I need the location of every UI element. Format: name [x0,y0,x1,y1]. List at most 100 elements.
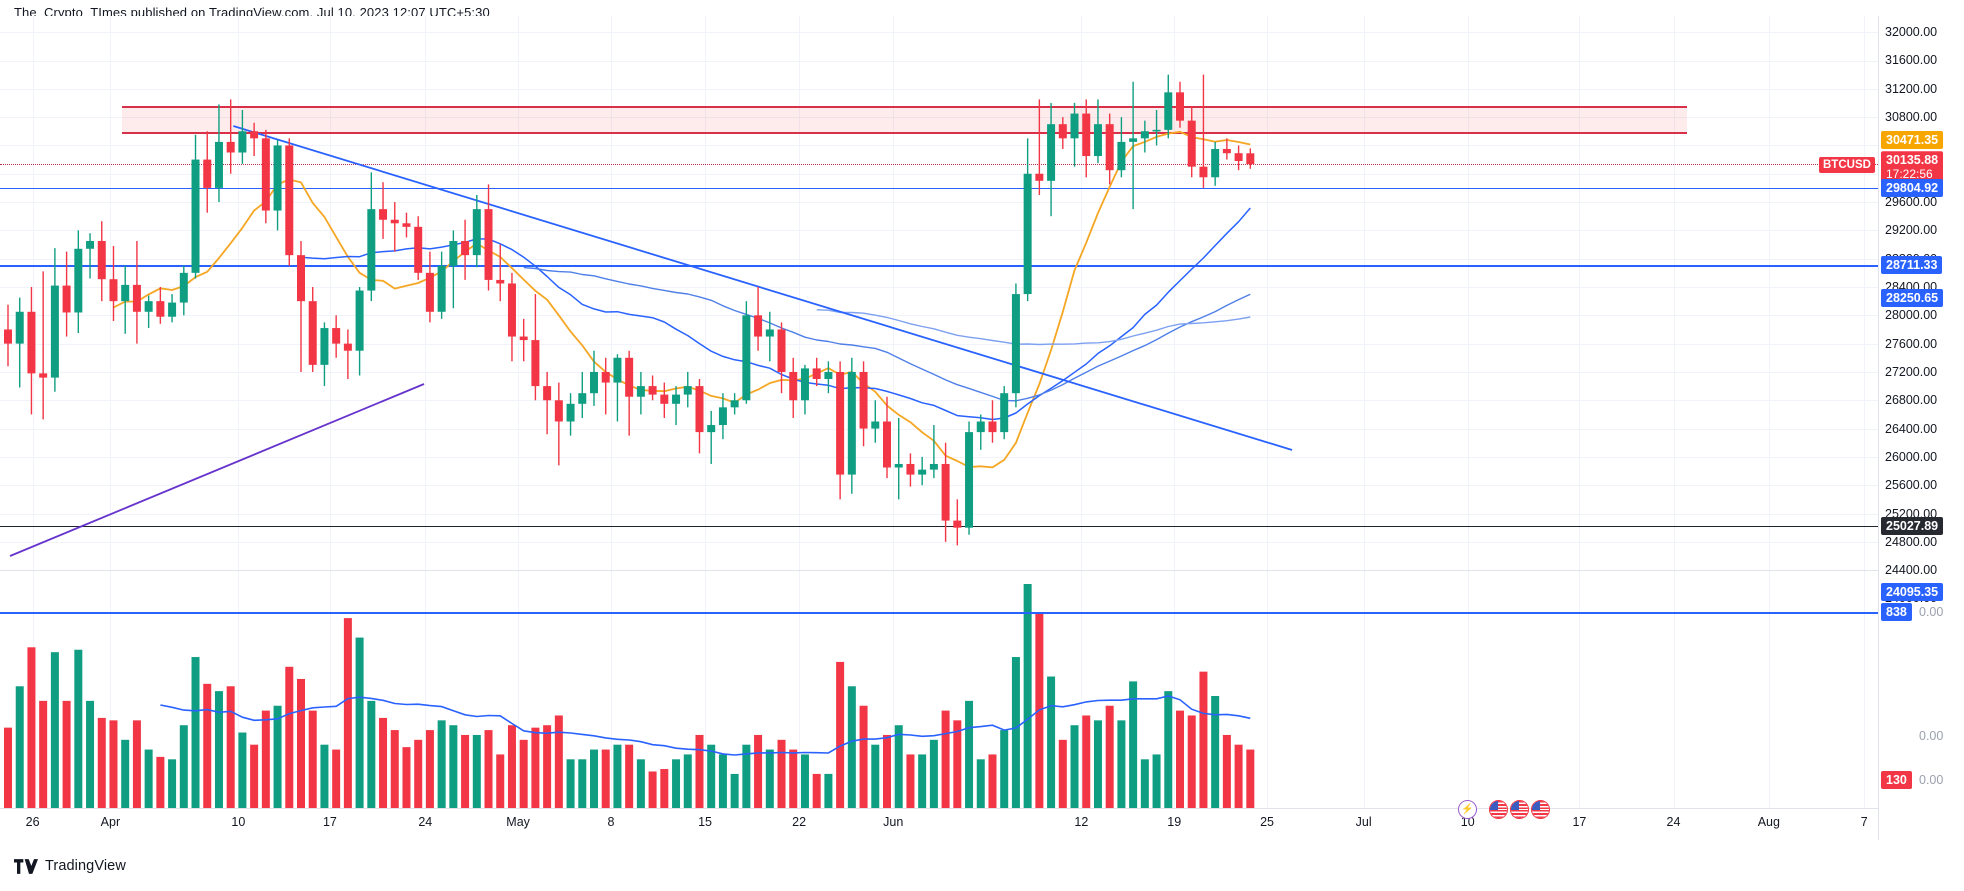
grid-line-vertical [1579,16,1581,808]
volume-bar [238,732,247,808]
volume-bar [402,747,411,808]
grid-line [0,202,1878,204]
support-line-29804[interactable] [0,187,1878,190]
us-economic-event-icon[interactable] [1510,800,1529,819]
candle-body [1199,166,1208,178]
candle-body [461,240,470,256]
candle-body [765,329,774,337]
volume-bar [168,759,177,808]
last-price-tag[interactable]: 30135.88 17:22:56 [1881,151,1944,184]
candle-body [250,131,259,139]
volume-bar [437,720,446,808]
volume-bar [988,754,997,808]
volume-bar [132,720,141,808]
grid-line [0,32,1878,34]
price-axis-tick: 26400.00 [1885,421,1938,436]
volume-bar [449,725,458,808]
candle-body [894,463,903,468]
volume-bar [226,686,235,808]
ma-fast-tag[interactable]: 30471.35 [1881,131,1944,150]
grid-line-vertical [1363,16,1365,808]
volume-bar [179,725,188,808]
time-axis-tick: Jun [883,815,904,829]
volume-bar [1082,715,1091,808]
grid-line [0,541,1878,543]
support-line-25027[interactable] [0,525,1878,528]
volume-bar [601,749,610,808]
volume-reference-line[interactable] [0,612,1878,614]
candle-body [871,421,880,429]
grid-line-vertical [610,16,612,808]
lightning-event-icon[interactable]: ⚡ [1458,800,1477,819]
time-axis-tick: 24 [1666,815,1681,829]
symbol-axis-badge[interactable]: BTCUSD [1819,157,1875,174]
volume-bar [754,734,763,808]
volume-bar [777,739,786,808]
candle-body [929,463,938,470]
volume-ma-line [160,695,1251,756]
support-line-28711[interactable] [0,264,1878,267]
volume-bar [1152,754,1161,808]
chart-event-markers[interactable]: ⚡ [1458,800,1550,819]
descending-trendline[interactable] [233,125,1293,451]
grid-line [0,60,1878,62]
candle-body [718,407,727,426]
candle-body [15,311,24,344]
volume-bar [379,717,388,808]
ascending-trendline[interactable] [9,383,425,557]
time-axis-tick: 8 [607,815,615,829]
ma-fast-tag-value: 30471.35 [1886,133,1939,148]
time-axis[interactable]: 26 Apr 10 17 24 May 8 15 22 Jun 12 19 25 Jul 10 17 24 Aug… [0,808,1878,840]
candle-body [4,329,12,344]
hline-tag-28711[interactable]: 28711.33 [1881,255,1943,274]
volume-bar [308,710,317,808]
hline-tag-29804[interactable]: 29804.92 [1881,178,1944,197]
volume-bar [847,686,856,808]
candle-body [918,469,927,475]
candle-body [906,463,915,475]
volume-bar [683,754,692,808]
grid-line [0,117,1878,119]
time-axis-tick: 24 [418,815,433,829]
candle-body [332,328,341,344]
us-economic-event-icon[interactable] [1531,800,1550,819]
hline-tag-24095[interactable]: 24095.35 [1881,582,1944,601]
volume-bar [1176,710,1184,808]
candle-body [789,371,798,401]
time-axis-tick: 12 [1074,815,1089,829]
candle-body [519,336,528,341]
candle-body [672,394,681,404]
hline-tag-24095-value: 24095.35 [1886,584,1939,599]
candle-body [402,223,411,227]
volume-bar [62,700,71,808]
volume-bar [97,717,106,808]
time-axis-tick: 10 [231,815,246,829]
us-economic-event-icon[interactable] [1489,800,1508,819]
candle-body [531,340,540,387]
volume-ma-tag[interactable]: 838 [1881,603,1912,621]
grid-line [0,145,1878,147]
candle-body [613,357,622,383]
candle-body [39,373,48,378]
price-axis[interactable]: 32000.0031600.0031200.0030800.0030400.00… [1819,16,1964,840]
hline-tag-25027[interactable]: 25027.89 [1881,516,1944,535]
candle-body [144,301,153,312]
volume-bar [250,744,259,808]
volume-bar [343,618,352,808]
volume-last-tag[interactable]: 130 [1881,771,1912,789]
resistance-zone[interactable] [121,106,1688,135]
volume-bar [390,730,399,808]
countdown-timer: 17:22:56 [1886,167,1933,182]
grid-line-vertical [1174,16,1176,808]
volume-bar [918,754,927,808]
ma-slow-tag[interactable]: 28250.65 [1881,288,1944,307]
ma-line-sma-200 [816,309,1251,346]
volume-bar [871,744,880,808]
candle-body [847,371,856,475]
candle-body [1082,113,1091,157]
candle-body [484,209,493,280]
chart-plot-area[interactable] [0,16,1878,808]
hline-tag-25027-value: 25027.89 [1886,518,1939,533]
candle-body [1222,148,1231,154]
grid-line-vertical [1467,16,1469,808]
